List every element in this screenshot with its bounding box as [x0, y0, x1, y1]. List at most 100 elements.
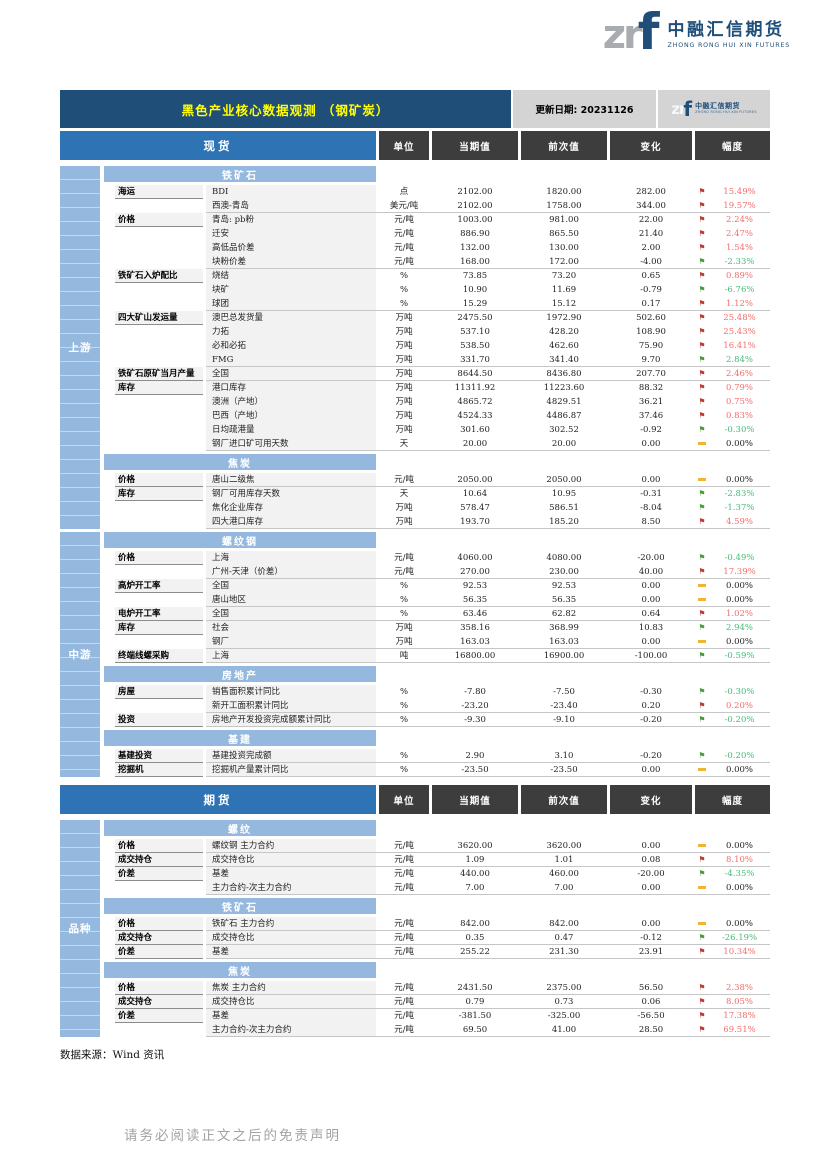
previous-value-cell: 16900.00 — [543, 651, 585, 661]
range-value: 0.75% — [725, 397, 753, 407]
table-row: 价格 焦炭 主力合约 元/吨 2431.50 2375.00 56.50 ⚑ 2.38% — [104, 981, 770, 995]
row-cells: 成交持仓比 元/吨 0.35 0.47 -0.12 ⚑ -26.19% — [206, 931, 770, 945]
range-cell: 0.00% — [695, 917, 770, 930]
previous-value-cell: 302.52 — [549, 425, 579, 435]
current-value-cell: 4060.00 — [457, 553, 493, 563]
flat-dash-icon — [695, 763, 709, 777]
indicator-cell: 唐山地区 — [206, 593, 376, 606]
change-value-cell: 0.00 — [641, 595, 661, 605]
category-cell: 高炉开工率 — [115, 579, 203, 593]
up-flag-icon: ⚑ — [698, 229, 706, 238]
range-value: 25.43% — [723, 327, 756, 337]
current-value-cell: 2050.00 — [457, 475, 493, 485]
unit-cell: 元/吨 — [394, 229, 414, 239]
current-value-cell: 301.60 — [460, 425, 490, 435]
up-flag-icon: ⚑ — [698, 271, 706, 280]
current-value-cell: 842.00 — [460, 919, 490, 929]
flat-dash-icon — [695, 917, 709, 931]
unit-cell: 万吨 — [395, 411, 413, 421]
data-source: 数据来源：Wind 资讯 — [60, 1049, 165, 1061]
range-value: 0.00% — [725, 594, 753, 605]
unit-cell: 吨 — [399, 651, 409, 661]
current-value-cell: 7.00 — [465, 883, 485, 893]
unit-cell: % — [399, 687, 409, 697]
down-flag-icon: ⚑ — [698, 285, 706, 294]
down-flag-icon: ⚑ — [698, 932, 706, 942]
previous-value-cell: 2375.00 — [546, 983, 582, 993]
previous-value-cell: 1.01 — [554, 855, 574, 865]
table-row: FMG 万吨 331.70 341.40 9.70 ⚑ 2.84% — [104, 353, 770, 367]
column-header-current: 当期值 — [432, 785, 518, 814]
previous-value-cell: 4486.87 — [546, 411, 582, 421]
up-flag-icon: ⚑ — [698, 298, 706, 308]
range-cell: ⚑ 25.48% — [695, 311, 770, 325]
row-cells: 焦化企业库存 万吨 578.47 586.51 -8.04 ⚑ -1.37% — [206, 501, 770, 515]
column-header-row: 期货 单位 当期值 前次值 变化 幅度 — [60, 785, 770, 814]
range-cell: ⚑ 4.59% — [695, 515, 770, 528]
unit-cell: 元/吨 — [394, 855, 414, 865]
company-name-block: 中融汇信期货 ZHONG RONG HUI XIN FUTURES — [668, 21, 790, 52]
table-row: 力拓 万吨 537.10 428.20 108.90 ⚑ 25.43% — [104, 325, 770, 339]
range-value: 0.20% — [725, 700, 753, 711]
current-value-cell: -7.80 — [464, 687, 486, 697]
range-cell: ⚑ -0.59% — [695, 649, 770, 662]
previous-value-cell: 4080.00 — [546, 553, 582, 563]
previous-value-cell: 3620.00 — [546, 841, 582, 851]
header-company-name: 中融汇信期货 — [695, 102, 741, 111]
range-cell: ⚑ 1.12% — [695, 297, 770, 310]
up-flag-icon: ⚑ — [698, 383, 706, 392]
category-cell — [115, 437, 203, 451]
section-band: 螺纹钢 — [104, 532, 376, 548]
table-row: 挖掘机 挖掘机产量累计同比% -23.50 -23.50 0.00 0.00% — [104, 763, 770, 777]
flat-dash-icon — [695, 635, 709, 649]
category-cell — [115, 353, 203, 367]
table-row: 块粉价差 元/吨 168.00 172.00 -4.00 ⚑ -2.33% — [104, 255, 770, 269]
range-cell: ⚑ 1.02% — [695, 607, 770, 620]
row-cells: 全国% 63.46 62.82 0.64 ⚑ 1.02% — [206, 607, 770, 621]
row-cells: 螺纹钢 主力合约 元/吨 3620.00 3620.00 0.00 0.00% — [206, 839, 770, 853]
range-value: 17.39% — [723, 566, 756, 577]
category-cell: 价格 — [115, 981, 203, 995]
range-value: -26.19% — [721, 932, 758, 943]
up-flag-icon: ⚑ — [698, 1024, 706, 1034]
company-tagline: ZHONG RONG HUI XIN FUTURES — [667, 41, 790, 49]
previous-value-cell: 3.10 — [554, 751, 574, 761]
previous-value-cell: 2050.00 — [546, 475, 582, 485]
range-value: 0.00% — [725, 438, 753, 449]
previous-value-cell: 11223.60 — [543, 383, 585, 393]
table-row: 广州-天津（价差） 元/吨 270.00 230.00 40.00 ⚑ 17.39% — [104, 565, 770, 579]
range-value: -0.20% — [724, 750, 755, 761]
unit-cell: 万吨 — [395, 327, 413, 337]
current-value-cell: 63.46 — [462, 609, 488, 619]
unit-cell: % — [399, 595, 409, 605]
row-cells: 青岛: pb粉 元/吨 1003.00 981.00 22.00 ⚑ 2.24% — [206, 213, 770, 227]
range-value: 69.51% — [723, 1024, 756, 1035]
current-value-cell: 73.85 — [462, 271, 488, 281]
range-value: 4.59% — [725, 516, 753, 527]
range-value: -0.30% — [724, 687, 755, 697]
indicator-cell: 成交持仓比 — [206, 995, 376, 1008]
section-band: 基建 — [104, 730, 376, 746]
range-cell: ⚑ 15.49% — [695, 185, 770, 199]
section: 房地产 房屋 销售面积累计同比% -7.80 -7.50 -0.30 ⚑ -0.30% 新开工面… — [104, 663, 770, 727]
table-row: 价差 基差 元/吨 440.00 460.00 -20.00 ⚑ -4.35% — [104, 867, 770, 881]
row-cells: BDI 点 2102.00 1820.00 282.00 ⚑ 15.49% — [206, 185, 770, 199]
unit-cell: 万吨 — [395, 503, 413, 513]
change-value-cell: 8.50 — [641, 517, 661, 527]
category-cell: 铁矿石入炉配比 — [115, 269, 203, 283]
sidebar-group-label: 品种 — [68, 923, 92, 935]
flat-dash-icon — [695, 437, 709, 451]
category-cell — [115, 409, 203, 423]
table-name: 现货 — [60, 131, 376, 160]
category-cell: 海运 — [115, 185, 203, 199]
report-body: 黑色产业核心数据观测 （钢矿炭） 更新日期: 20231126 zr f 中融汇信… — [60, 90, 770, 1062]
table-body: 品种 螺纹 价格 螺纹钢 主力合约 元/吨 3620.00 3620.00 0.00 0.00%… — [60, 817, 770, 1037]
range-value: 25.48% — [723, 313, 756, 323]
range-value: 2.84% — [725, 354, 753, 365]
category-cell: 价格 — [115, 213, 203, 227]
table-row: 巴西（产地） 万吨 4524.33 4486.87 37.46 ⚑ 0.83% — [104, 409, 770, 423]
range-value: -0.20% — [724, 714, 755, 725]
range-cell: ⚑ -0.30% — [695, 685, 770, 699]
row-cells: 焦炭 主力合约 元/吨 2431.50 2375.00 56.50 ⚑ 2.38% — [206, 981, 770, 995]
up-flag-icon: ⚑ — [698, 1011, 706, 1020]
